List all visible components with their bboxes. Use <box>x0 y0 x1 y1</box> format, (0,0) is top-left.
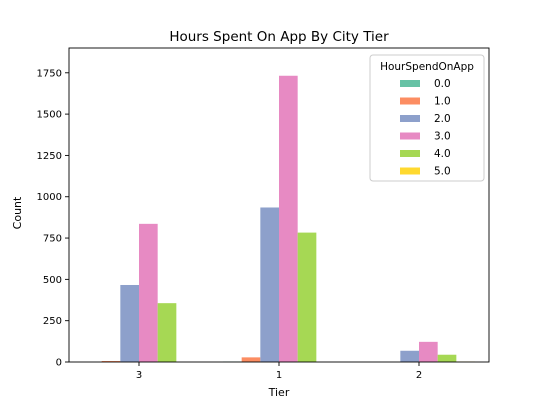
legend-swatch-1.0 <box>400 98 420 105</box>
legend-label-1.0: 1.0 <box>434 96 451 108</box>
bar-series-4-2 <box>438 355 457 362</box>
bar-series-3-2 <box>419 342 438 362</box>
legend: HourSpendOnApp 0.0 1.0 2.0 3.0 4.0 5.0 <box>370 55 484 181</box>
legend-label-5.0: 5.0 <box>434 166 451 178</box>
legend-label-0.0: 0.0 <box>434 78 451 90</box>
y-tick-label: 1250 <box>37 151 62 162</box>
legend-title: HourSpendOnApp <box>380 61 474 73</box>
x-tick-label: 2 <box>416 370 422 381</box>
y-tick-label: 0 <box>56 358 62 369</box>
y-tick-label: 1500 <box>37 110 62 121</box>
legend-swatch-0.0 <box>400 80 420 87</box>
bar-series-4-3 <box>158 303 177 362</box>
legend-label-4.0: 4.0 <box>434 148 451 160</box>
bar-series-3-3 <box>139 224 158 362</box>
bar-series-3-1 <box>279 76 298 362</box>
y-axis-label: Count <box>11 196 24 229</box>
bar-series-2-2 <box>400 351 419 362</box>
bar-series-2-3 <box>120 285 139 362</box>
x-axis-label: Tier <box>268 386 290 399</box>
legend-swatch-4.0 <box>400 150 420 157</box>
y-tick-label: 750 <box>43 234 62 245</box>
y-tick-label: 250 <box>43 316 62 327</box>
y-tick-label: 1000 <box>37 192 62 203</box>
legend-swatch-2.0 <box>400 115 420 122</box>
x-tick-label: 1 <box>276 370 282 381</box>
chart-title: Hours Spent On App By City Tier <box>169 29 389 45</box>
legend-swatch-3.0 <box>400 133 420 140</box>
legend-swatch-5.0 <box>400 168 420 175</box>
legend-label-2.0: 2.0 <box>434 113 451 125</box>
legend-label-3.0: 3.0 <box>434 131 451 143</box>
legend-box <box>370 55 484 181</box>
x-tick-label: 3 <box>136 370 142 381</box>
bar-series-2-1 <box>260 207 279 362</box>
bar-series-4-1 <box>298 233 317 362</box>
y-tick-label: 500 <box>43 275 62 286</box>
y-tick-label: 1750 <box>37 68 62 79</box>
bar-series-1-1 <box>242 357 261 362</box>
